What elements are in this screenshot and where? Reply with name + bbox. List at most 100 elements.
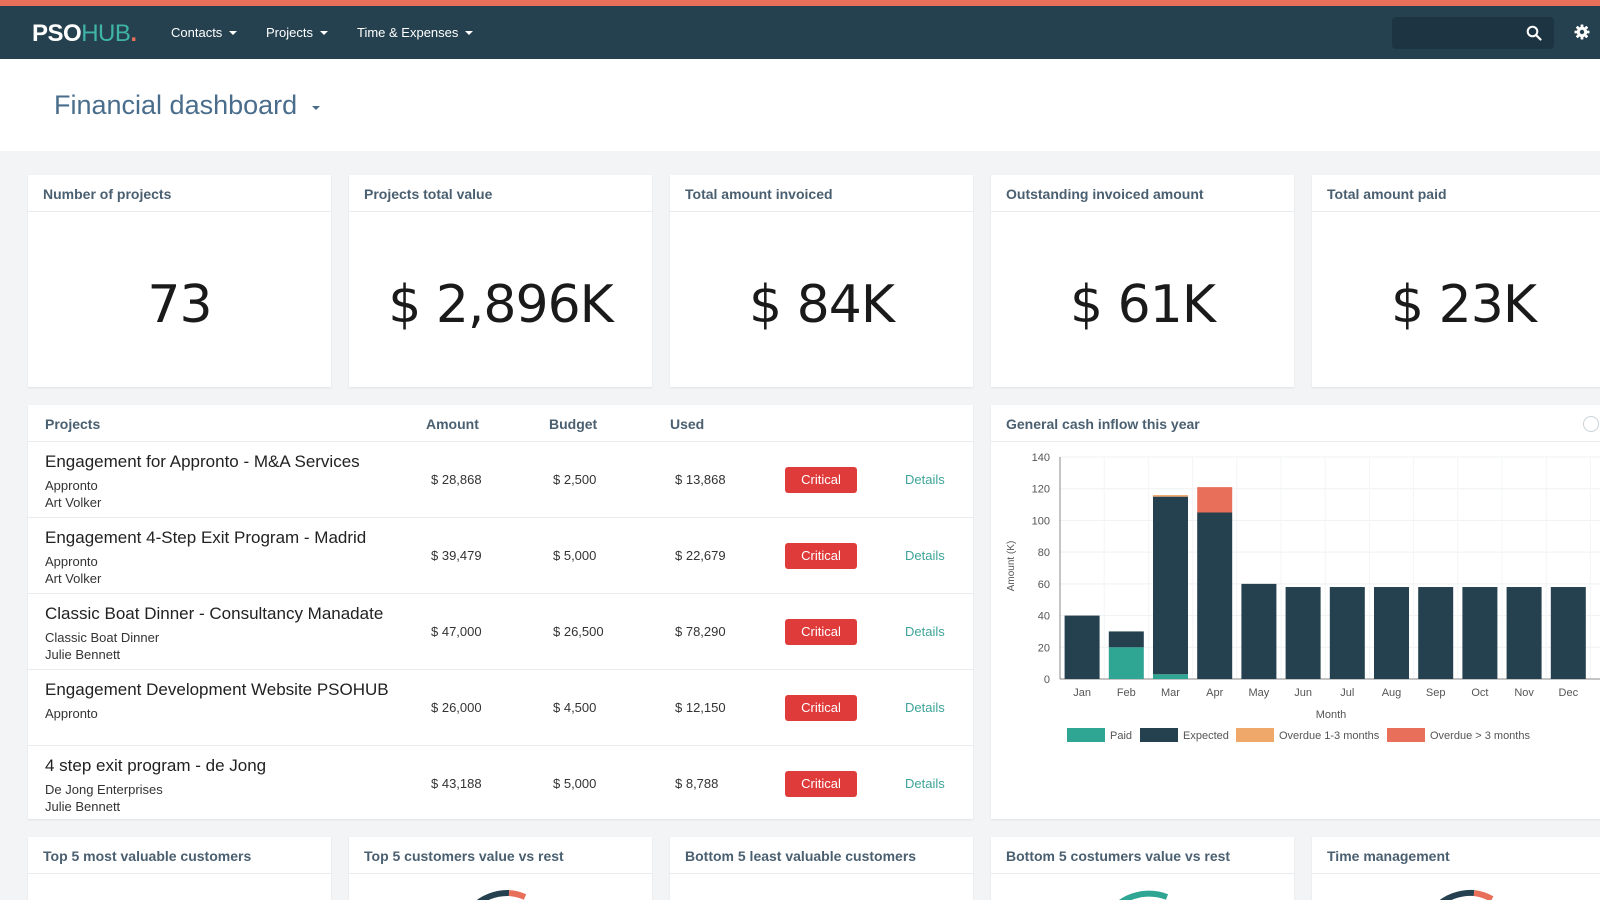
status-badge[interactable]: Critical (785, 771, 857, 797)
card-top-5-vs-rest: Top 5 customers value vs rest (349, 837, 652, 900)
project-client: Appronto (45, 478, 98, 493)
table-row: Classic Boat Dinner - Consultancy Manada… (28, 594, 973, 670)
gear-icon[interactable] (1574, 24, 1590, 40)
legend-swatch (1387, 728, 1425, 742)
bar-expected (1153, 496, 1188, 675)
chart-options-toggle[interactable] (1583, 416, 1599, 432)
legend-swatch (1067, 728, 1105, 742)
card-title: Bottom 5 costumers value vs rest (991, 837, 1294, 874)
table-row: Engagement 4-Step Exit Program - Madrid … (28, 518, 973, 594)
bar-expected (1462, 587, 1498, 679)
card-time-management: Time management (1312, 837, 1600, 900)
project-budget: $ 5,000 (553, 548, 597, 563)
details-link[interactable]: Details (905, 700, 945, 715)
details-link[interactable]: Details (905, 776, 945, 791)
x-tick-label: Oct (1471, 687, 1488, 699)
status-badge[interactable]: Critical (785, 543, 857, 569)
project-owner: Julie Bennett (45, 799, 121, 814)
card-title: Bottom 5 least valuable customers (670, 837, 973, 874)
chevron-down-icon (229, 30, 238, 35)
y-tick-label: 0 (1044, 674, 1050, 686)
project-name: Engagement 4-Step Exit Program - Madrid (45, 528, 367, 547)
x-tick-label: Feb (1117, 687, 1136, 699)
details-link[interactable]: Details (905, 548, 945, 563)
cash-inflow-chart: 0 20 40 60 80 100 120 140 Jan Feb Mar Apr May Jun Jul A… (1006, 452, 1600, 742)
psohub-logo[interactable]: PSOHUB. (32, 20, 137, 48)
project-budget: $ 4,500 (553, 700, 597, 715)
logo-part-hub: HUB (81, 20, 131, 47)
project-name: Classic Boat Dinner - Consultancy Manada… (45, 604, 384, 623)
column-header-used: Used (670, 416, 705, 432)
status-badge[interactable]: Critical (785, 695, 857, 721)
table-row: Engagement for Appronto - M&A Services A… (28, 442, 973, 518)
stat-value: 73 (147, 275, 212, 335)
status-badge[interactable]: Critical (785, 619, 857, 645)
bar-expected (1241, 583, 1277, 679)
donut-chart-preview (1439, 889, 1494, 900)
stat-value: $ 2,896K (388, 275, 614, 335)
search-input[interactable] (1392, 17, 1554, 49)
dashboard-switch-chevron-icon[interactable] (312, 106, 320, 110)
project-owner: Julie Bennett (45, 647, 121, 662)
stat-card-total-amount-paid: Total amount paid $ 23K (1312, 175, 1600, 387)
top-accent-bar (0, 0, 1600, 6)
details-link[interactable]: Details (905, 624, 945, 639)
legend-label: Expected (1183, 730, 1229, 742)
bar-expected (1506, 587, 1542, 679)
nav-time-expenses[interactable]: Time & Expenses (357, 25, 474, 40)
bar-overdue-1-3-months (1153, 495, 1188, 497)
nav-projects[interactable]: Projects (266, 25, 328, 40)
bar-expected (1329, 587, 1365, 679)
stat-card-outstanding-invoiced-amount: Outstanding invoiced amount $ 61K (991, 175, 1294, 387)
x-tick-label: Mar (1161, 687, 1180, 699)
stat-card-title: Outstanding invoiced amount (991, 175, 1294, 212)
project-amount: $ 28,868 (431, 472, 482, 487)
card-title: Top 5 customers value vs rest (349, 837, 652, 874)
card-bottom-5-customers: Bottom 5 least valuable customers (670, 837, 973, 900)
x-tick-label: Aug (1382, 687, 1402, 699)
bar-expected (1374, 587, 1409, 679)
card-top-5-customers: Top 5 most valuable customers (28, 837, 331, 900)
chevron-down-icon (465, 30, 474, 35)
page-title[interactable]: Financial dashboard (54, 90, 298, 120)
x-tick-label: Jan (1073, 687, 1091, 699)
chart-card-title: General cash inflow this year (991, 405, 1600, 442)
table-row: Engagement Development Website PSOHUB Ap… (28, 670, 973, 746)
column-header-amount: Amount (426, 416, 479, 432)
legend-label: Overdue > 3 months (1430, 730, 1530, 742)
search-icon[interactable] (1526, 25, 1542, 41)
project-client: De Jong Enterprises (45, 782, 163, 797)
card-bottom-5-vs-rest: Bottom 5 costumers value vs rest (991, 837, 1294, 900)
stat-value: $ 23K (1391, 275, 1537, 335)
project-used: $ 13,868 (675, 472, 726, 487)
legend-swatch (1140, 728, 1178, 742)
y-tick-label: 140 (1032, 452, 1050, 464)
project-amount: $ 43,188 (431, 776, 482, 791)
y-axis-title: Amount (K) (1006, 541, 1017, 592)
x-tick-label: Jul (1340, 687, 1354, 699)
stat-card-title: Number of projects (28, 175, 331, 212)
legend-label: Paid (1110, 730, 1132, 742)
stat-card-number-of-projects: Number of projects 73 (28, 175, 331, 387)
nav-contacts[interactable]: Contacts (171, 25, 238, 40)
project-used: $ 22,679 (675, 548, 726, 563)
status-badge[interactable]: Critical (785, 467, 857, 493)
y-tick-label: 20 (1038, 642, 1050, 654)
project-used: $ 12,150 (675, 700, 726, 715)
page-header: Financial dashboard (0, 59, 1600, 151)
y-tick-label: 60 (1038, 579, 1050, 591)
bar-expected (1285, 587, 1321, 679)
column-header-budget: Budget (549, 416, 598, 432)
nav-contacts-label: Contacts (171, 25, 223, 40)
stat-card-title: Projects total value (349, 175, 652, 212)
top-navbar: PSOHUB. Contacts Projects Time & Expense… (0, 6, 1600, 59)
stat-card-title: Total amount invoiced (670, 175, 973, 212)
projects-table: Projects Amount Budget Used Engagement f… (28, 405, 973, 819)
project-used: $ 78,290 (675, 624, 726, 639)
details-link[interactable]: Details (905, 472, 945, 487)
bar-expected (1064, 615, 1100, 679)
project-name: Engagement Development Website PSOHUB (45, 680, 389, 699)
chevron-down-icon (319, 30, 328, 35)
legend-label: Overdue 1-3 months (1279, 730, 1380, 742)
project-owner: Art Volker (45, 495, 102, 510)
